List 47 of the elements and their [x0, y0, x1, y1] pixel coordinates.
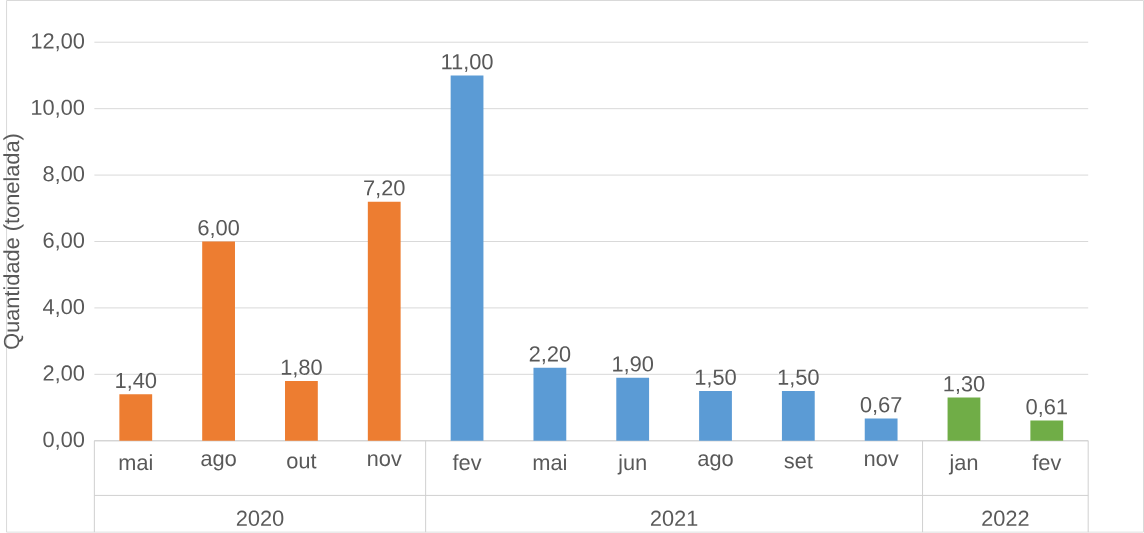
bar [367, 201, 401, 441]
bar [947, 397, 981, 441]
bar [864, 418, 898, 441]
bar [699, 391, 732, 441]
text: 2021 [650, 510, 698, 527]
x-tick-label: jun [617, 454, 646, 475]
bar [533, 367, 567, 441]
data-label: 0,61 [1026, 399, 1067, 418]
y-axis-title: Quantidade (tonelada) [3, 134, 24, 350]
data-label: 11,00 [442, 54, 493, 73]
y-tick-label: 6,00 [43, 232, 85, 251]
bar [119, 394, 153, 441]
data-label: 1,40 [116, 372, 157, 391]
y-tick-label: 2,00 [43, 365, 85, 384]
bar [202, 241, 235, 441]
y-tick-label: 10,00 [32, 99, 85, 118]
data-label: 6,00 [198, 220, 239, 239]
x-tick-label: mai [533, 454, 566, 471]
data-label: 2,20 [529, 346, 571, 365]
x-tick-label: fev [1032, 454, 1062, 471]
x-tick-label: out [287, 454, 317, 469]
data-label: 1,30 [944, 376, 985, 395]
x-tick-label: jan [948, 454, 978, 475]
y-tick-label: 12,00 [32, 33, 85, 52]
x-tick-label: fev [452, 454, 482, 471]
y-tick-label: 8,00 [43, 166, 85, 185]
x-tick-label: ago [201, 454, 236, 471]
x-tick-label: nov [368, 454, 402, 467]
bar [781, 391, 815, 441]
bar [285, 381, 318, 441]
bar [616, 377, 650, 441]
text: 2022 [982, 510, 1029, 527]
text: 2020 [236, 510, 284, 527]
data-label: 7,20 [364, 180, 405, 199]
x-tick-label: set [784, 454, 813, 469]
x-tick-label: ago [698, 454, 733, 471]
x-tick-label: nov [865, 454, 899, 467]
data-label: 1,50 [695, 369, 736, 388]
data-label: 0,67 [860, 397, 902, 416]
x-tick-label: mai [119, 454, 152, 471]
data-label: 1,50 [778, 369, 819, 388]
bar [450, 75, 484, 441]
data-label: 1,90 [613, 356, 654, 375]
data-label: 1,80 [281, 359, 322, 378]
bar [1030, 420, 1064, 441]
y-tick-label: 4,00 [43, 299, 85, 318]
y-tick-label: 0,00 [43, 431, 85, 450]
